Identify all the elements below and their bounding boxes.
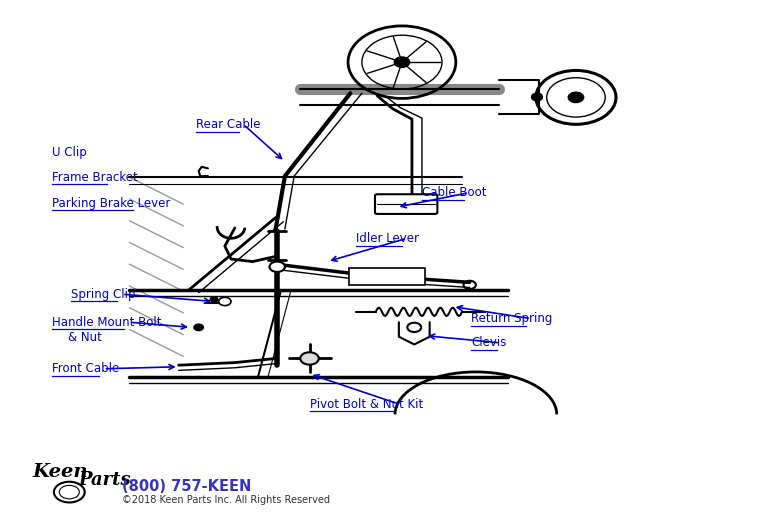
Text: Frame Bracket: Frame Bracket bbox=[52, 170, 138, 184]
Text: Spring Clip: Spring Clip bbox=[71, 287, 136, 301]
Text: Return Spring: Return Spring bbox=[471, 312, 553, 325]
Text: Rear Cable: Rear Cable bbox=[196, 118, 261, 131]
Text: & Nut: & Nut bbox=[68, 331, 102, 344]
Text: Parts: Parts bbox=[79, 471, 131, 489]
Text: Cable Boot: Cable Boot bbox=[422, 186, 487, 199]
Circle shape bbox=[219, 297, 231, 306]
Text: (800) 757-KEEN: (800) 757-KEEN bbox=[122, 480, 251, 494]
Text: Idler Lever: Idler Lever bbox=[356, 232, 419, 245]
FancyBboxPatch shape bbox=[375, 194, 437, 214]
Text: Pivot Bolt & Nut Kit: Pivot Bolt & Nut Kit bbox=[310, 397, 423, 411]
FancyBboxPatch shape bbox=[349, 268, 425, 285]
Text: Parking Brake Lever: Parking Brake Lever bbox=[52, 196, 171, 210]
Text: U Clip: U Clip bbox=[52, 146, 87, 160]
Text: Handle Mount Bolt: Handle Mount Bolt bbox=[52, 315, 162, 329]
Text: Keen: Keen bbox=[32, 464, 88, 481]
Text: Clevis: Clevis bbox=[471, 336, 507, 350]
Circle shape bbox=[270, 262, 285, 272]
Text: ©2018 Keen Parts Inc. All Rights Reserved: ©2018 Keen Parts Inc. All Rights Reserve… bbox=[122, 495, 330, 506]
Circle shape bbox=[210, 297, 218, 302]
Circle shape bbox=[194, 324, 203, 330]
Text: Front Cable: Front Cable bbox=[52, 362, 119, 376]
Circle shape bbox=[568, 92, 584, 103]
Circle shape bbox=[394, 57, 410, 67]
Circle shape bbox=[300, 352, 319, 365]
